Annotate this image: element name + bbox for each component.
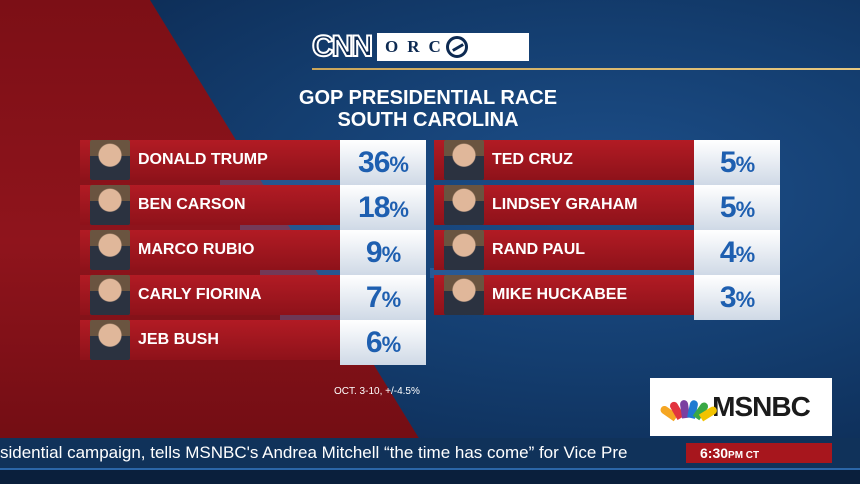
percent-value: 6 xyxy=(365,326,383,359)
background-stripe xyxy=(240,224,340,234)
msnbc-logo: MSNBC xyxy=(712,391,811,422)
ticker-text: sidential campaign, tells MSNBC's Andrea… xyxy=(0,443,628,462)
background-stripe xyxy=(260,268,340,278)
candidate-percent: 9% xyxy=(340,230,426,275)
candidate-row: CARLY FIORINA 7% xyxy=(80,275,426,320)
candidate-name: TED CRUZ xyxy=(492,151,573,168)
candidate-photo xyxy=(444,230,484,270)
header-logos: CNN ORC xyxy=(311,29,529,64)
candidate-name: RAND PAUL xyxy=(492,241,586,258)
bottom-strip xyxy=(0,468,860,484)
percent-value: 5 xyxy=(719,146,737,179)
candidate-row: RAND PAUL 4% xyxy=(434,230,780,275)
candidate-percent: 5% xyxy=(694,140,780,185)
candidate-percent: 5% xyxy=(694,185,780,230)
percent-value: 36 xyxy=(358,146,390,179)
candidate-photo xyxy=(90,185,130,225)
percent-unit: % xyxy=(389,197,409,222)
orc-logo: ORC xyxy=(377,33,529,61)
percent-unit: % xyxy=(735,242,756,267)
candidate-percent: 4% xyxy=(694,230,780,275)
candidate-row: MARCO RUBIO 9% xyxy=(80,230,426,275)
time-suffix: PM CT xyxy=(728,450,760,461)
graphic-subtitle: SOUTH CAROLINA xyxy=(337,109,519,131)
percent-unit: % xyxy=(735,197,756,222)
candidate-percent: 18% xyxy=(340,185,426,230)
poll-footnote: OCT. 3-10, +/-4.5% xyxy=(334,386,420,397)
candidate-percent: 7% xyxy=(340,275,426,320)
orc-logo-text: ORC xyxy=(385,37,450,56)
candidate-percent: 3% xyxy=(694,275,780,320)
percent-unit: % xyxy=(389,152,409,177)
candidate-row: MIKE HUCKABEE 3% xyxy=(434,275,780,320)
candidate-name: DONALD TRUMP xyxy=(138,151,268,168)
candidate-percent: 6% xyxy=(340,320,426,365)
peacock-icon xyxy=(659,396,719,422)
msnbc-bug: MSNBC xyxy=(650,378,832,436)
percent-unit: % xyxy=(381,287,402,312)
candidate-name: MIKE HUCKABEE xyxy=(492,286,628,303)
candidate-photo xyxy=(444,275,484,315)
candidate-row: JEB BUSH 6% xyxy=(80,320,426,365)
candidate-name: CARLY FIORINA xyxy=(138,286,262,303)
candidate-photo xyxy=(90,275,130,315)
header-divider xyxy=(312,68,860,70)
cnn-logo: CNN xyxy=(311,29,374,64)
percent-value: 3 xyxy=(719,281,737,314)
background-stripe xyxy=(430,268,700,278)
percent-value: 18 xyxy=(358,191,390,224)
candidate-row: TED CRUZ 5% xyxy=(434,140,780,185)
percent-value: 7 xyxy=(365,281,383,314)
candidate-row: LINDSEY GRAHAM 5% xyxy=(434,185,780,230)
time-badge: 6:30PM CT xyxy=(686,443,832,463)
candidate-name: LINDSEY GRAHAM xyxy=(492,196,638,213)
background-stripe xyxy=(280,312,340,322)
percent-unit: % xyxy=(735,152,756,177)
percent-unit: % xyxy=(381,332,402,357)
orc-symbol-icon xyxy=(445,36,468,58)
candidate-percent: 36% xyxy=(340,140,426,185)
percent-value: 5 xyxy=(719,191,737,224)
candidate-name: JEB BUSH xyxy=(138,331,219,348)
candidate-name: BEN CARSON xyxy=(138,196,246,213)
candidate-row: BEN CARSON 18% xyxy=(80,185,426,230)
candidate-photo xyxy=(90,140,130,180)
candidate-photo xyxy=(90,320,130,360)
candidate-photo xyxy=(444,140,484,180)
percent-value: 9 xyxy=(365,236,383,269)
percent-unit: % xyxy=(381,242,402,267)
percent-value: 4 xyxy=(719,236,737,269)
candidate-photo xyxy=(90,230,130,270)
candidate-row: DONALD TRUMP 36% xyxy=(80,140,426,185)
graphic-title: GOP PRESIDENTIAL RACE xyxy=(298,87,558,109)
candidate-name: MARCO RUBIO xyxy=(138,241,255,258)
candidate-photo xyxy=(444,185,484,225)
time-value: 6:30 xyxy=(700,445,729,461)
percent-unit: % xyxy=(735,287,756,312)
